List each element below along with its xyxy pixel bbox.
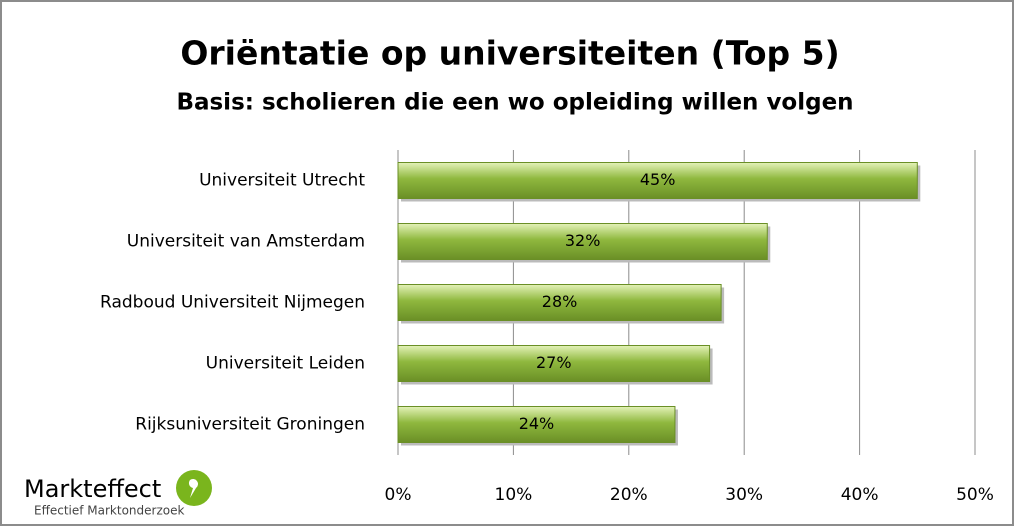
bar (397, 162, 918, 199)
chart-subtitle: Basis: scholieren die een wo opleiding w… (176, 90, 853, 116)
x-tick-label: 10% (495, 485, 533, 505)
y-tick-label: Rijksuniversiteit Groningen (135, 415, 365, 435)
bar (397, 223, 768, 260)
y-tick-label: Universiteit Leiden (206, 354, 365, 374)
x-tick-label: 20% (610, 485, 648, 505)
x-tick-label: 50% (956, 485, 994, 505)
y-tick-label: Universiteit Utrecht (199, 171, 365, 191)
data-label: 28% (542, 292, 578, 311)
x-tick-label: 40% (841, 485, 879, 505)
data-label: 27% (536, 353, 572, 372)
bar (397, 345, 711, 382)
logo: Markteffect Effectief Marktonderzoek (24, 470, 212, 518)
logo-name: Markteffect (24, 475, 161, 503)
bar (397, 406, 676, 443)
data-label: 32% (565, 231, 601, 250)
data-label: 45% (640, 170, 676, 189)
y-tick-label: Radboud Universiteit Nijmegen (100, 293, 365, 313)
data-label: 24% (519, 414, 555, 433)
logo-mark (188, 478, 199, 498)
chart-title: Oriëntatie op universiteiten (Top 5) (180, 34, 839, 73)
x-tick-label: 0% (385, 485, 412, 505)
x-tick-label: 30% (725, 485, 763, 505)
y-tick-label: Universiteit van Amsterdam (127, 232, 365, 252)
logo-tagline: Effectief Marktonderzoek (34, 504, 184, 518)
bar (397, 284, 722, 321)
